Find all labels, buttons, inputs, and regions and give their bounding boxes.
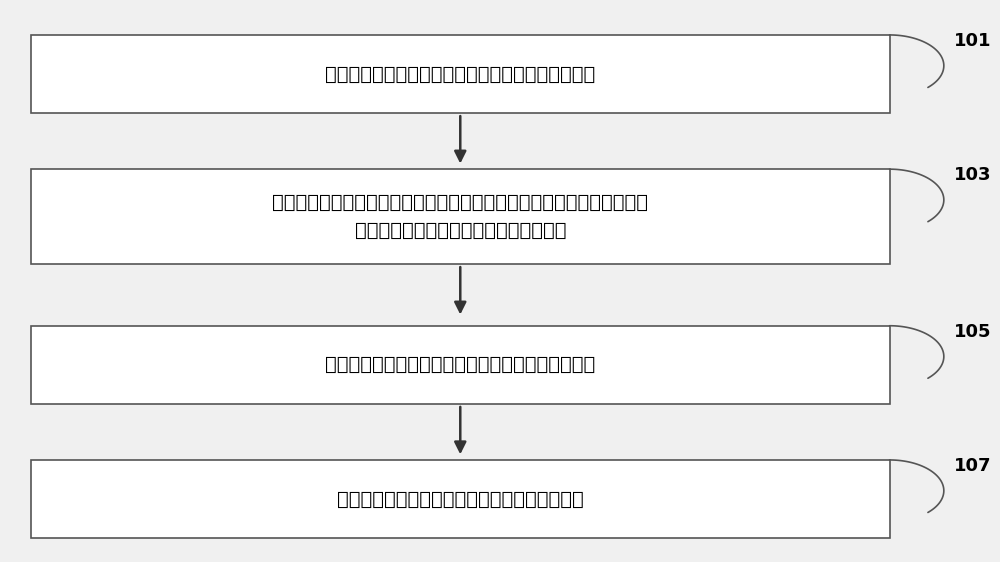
Text: 将所述控制指令转换成转机设备能够识别的具体指令信号，并接收所述转
机设备根据所述具体指令信号的反馈信号: 将所述控制指令转换成转机设备能够识别的具体指令信号，并接收所述转 机设备根据所述…	[272, 193, 648, 240]
Text: 若判断发生故障，将所述转机设备进行复位控制: 若判断发生故障，将所述转机设备进行复位控制	[337, 490, 584, 509]
Text: 105: 105	[954, 323, 991, 341]
Bar	[31, 460, 890, 538]
Text: 107: 107	[954, 457, 991, 475]
Text: 对获取的信号进行逻辑处理，形成设备级的控制指令: 对获取的信号进行逻辑处理，形成设备级的控制指令	[325, 65, 595, 84]
Text: 103: 103	[954, 166, 991, 184]
Text: 根据所述反馈信号，判断所述转机设备是否发生故障: 根据所述反馈信号，判断所述转机设备是否发生故障	[325, 355, 595, 374]
Text: 101: 101	[954, 32, 991, 50]
Bar	[31, 169, 890, 264]
Bar	[31, 326, 890, 404]
Bar	[31, 35, 890, 113]
